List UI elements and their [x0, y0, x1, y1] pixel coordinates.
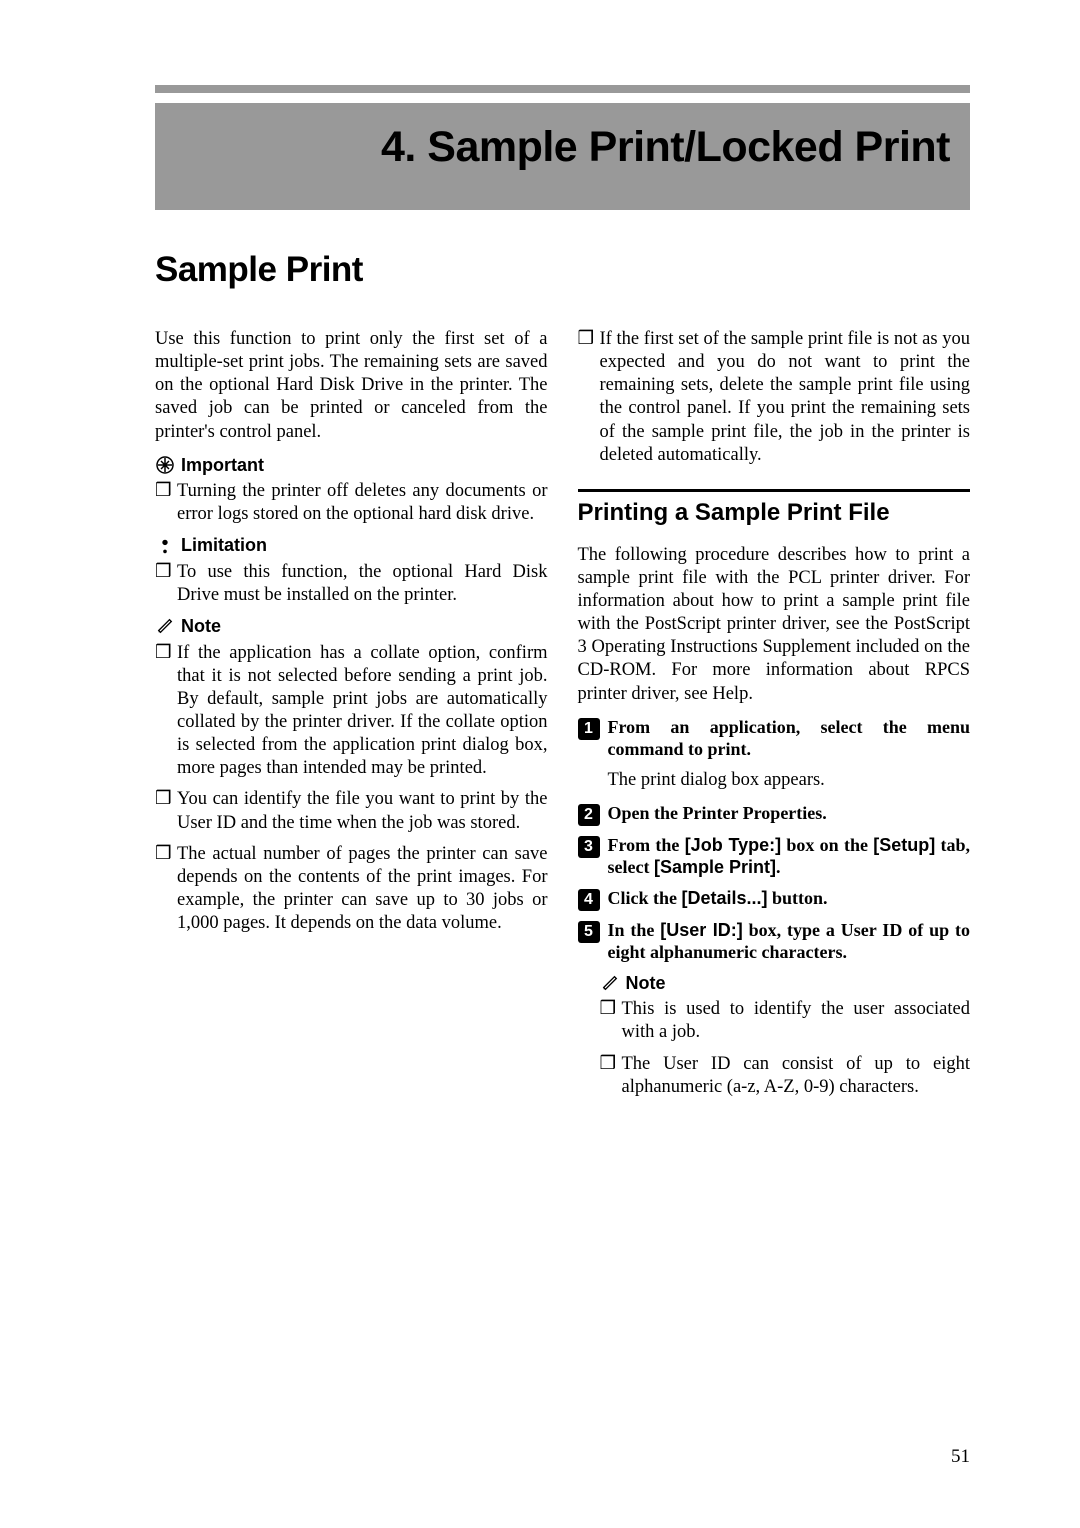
step-4: 4 Click the [Details...] button. [578, 887, 971, 911]
important-item-1-text: Turning the printer off deletes any docu… [177, 480, 548, 526]
page-number: 51 [951, 1446, 970, 1468]
bullet-icon: ❒ [155, 480, 169, 526]
note1-label-row: Note [155, 615, 548, 638]
step-2: 2 Open the Printer Properties. [578, 802, 971, 826]
step-4-text: Click the [Details...] button. [608, 887, 971, 911]
limitation-item-1: ❒ To use this function, the optional Har… [155, 561, 548, 607]
important-icon [155, 455, 175, 475]
limitation-item-1-text: To use this function, the optional Hard … [177, 561, 548, 607]
note1-item-2: ❒ You can identify the file you want to … [155, 788, 548, 834]
chapter-number: 4. [381, 123, 416, 171]
note1-item-3-text: The actual number of pages the printer c… [177, 843, 548, 936]
note1-item-1-text: If the application has a collate op­tion… [177, 642, 548, 781]
step-number-icon: 1 [578, 718, 600, 740]
note2-item-2-text: The User ID can consist of up to eight a… [622, 1053, 971, 1099]
content-columns: Use this function to print only the firs… [155, 328, 970, 1107]
limitation-icon [155, 536, 175, 556]
subheading: Printing a Sample Print File [578, 489, 971, 528]
note1-item-4: ❒ If the first set of the sample print f… [578, 328, 971, 467]
note-icon [155, 616, 175, 636]
step-1-result: The print dialog box appears. [608, 769, 971, 792]
bullet-icon: ❒ [155, 788, 169, 834]
note1-item-3: ❒ The actual number of pages the printer… [155, 843, 548, 936]
step-1: 1 From an application, select the menu c… [578, 716, 971, 761]
note2-label: Note [626, 972, 666, 995]
note1-label: Note [181, 615, 221, 638]
note2-item-2: ❒ The User ID can consist of up to eight… [600, 1053, 971, 1099]
step-number-icon: 5 [578, 921, 600, 943]
note-icon [600, 973, 620, 993]
important-label: Important [181, 454, 264, 477]
step-3: 3 From the [Job Type:] box on the [Setup… [578, 834, 971, 879]
step-3-text: From the [Job Type:] box on the [Setup] … [608, 834, 971, 879]
note1-item-2-text: You can identify the file you want to pr… [177, 788, 548, 834]
procedure-intro: The following procedure describes how to… [578, 544, 971, 706]
bullet-icon: ❒ [578, 328, 592, 467]
note2-block: Note ❒ This is used to identify the user… [600, 972, 971, 1099]
bullet-icon: ❒ [600, 998, 614, 1044]
step-number-icon: 4 [578, 889, 600, 911]
limitation-label: Limitation [181, 534, 267, 557]
note2-label-row: Note [600, 972, 971, 995]
chapter-title: 4. Sample Print/Locked Print [381, 123, 950, 172]
important-label-row: Important [155, 454, 548, 477]
bullet-icon: ❒ [155, 843, 169, 936]
bullet-icon: ❒ [155, 642, 169, 781]
note1-item-1: ❒ If the application has a collate op­ti… [155, 642, 548, 781]
important-item-1: ❒ Turning the printer off deletes any do… [155, 480, 548, 526]
bullet-icon: ❒ [155, 561, 169, 607]
note2-item-1: ❒ This is used to identify the user asso… [600, 998, 971, 1044]
step-number-icon: 3 [578, 836, 600, 858]
left-column: Use this function to print only the firs… [155, 328, 548, 1107]
intro-paragraph: Use this function to print only the firs… [155, 328, 548, 444]
note2-item-1-text: This is used to identify the user associ… [622, 998, 971, 1044]
step-2-text: Open the Printer Properties. [608, 802, 971, 826]
bullet-icon: ❒ [600, 1053, 614, 1099]
step-number-icon: 2 [578, 804, 600, 826]
chapter-header-band: 4. Sample Print/Locked Print [155, 85, 970, 210]
right-column: ❒ If the first set of the sample print f… [578, 328, 971, 1107]
step-5: 5 In the [User ID:] box, type a User ID … [578, 919, 971, 964]
step-5-text: In the [User ID:] box, type a User ID of… [608, 919, 971, 964]
section-title: Sample Print [155, 250, 970, 290]
limitation-label-row: Limitation [155, 534, 548, 557]
step-1-text: From an application, select the menu com… [608, 716, 971, 761]
chapter-title-text: Sample Print/Locked Print [427, 123, 950, 171]
note1-item-4-text: If the first set of the sample print fil… [600, 328, 971, 467]
